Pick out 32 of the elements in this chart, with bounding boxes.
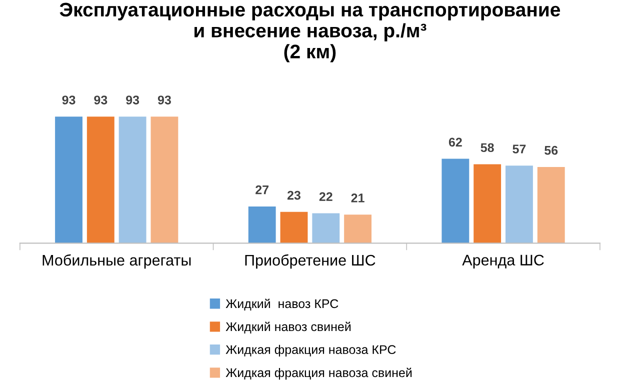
bar [150, 116, 178, 244]
data-label: 22 [319, 192, 332, 201]
bar [55, 116, 82, 244]
bar [474, 164, 502, 244]
data-label: 56 [544, 146, 558, 155]
x-tick-label: Мобильные агрегаты [42, 254, 191, 269]
bar [86, 116, 114, 244]
legend-label: Жидкая фракция навоза свиней [226, 368, 412, 380]
data-label: 58 [480, 143, 494, 152]
data-label: 62 [448, 138, 462, 147]
bar [248, 206, 276, 244]
data-label: 21 [351, 194, 364, 202]
data-label: 93 [158, 96, 171, 104]
bar [118, 116, 146, 244]
data-label: 93 [126, 96, 140, 104]
data-label: 57 [512, 144, 526, 154]
legend-label: Жидкая фракция навоза КРС [226, 344, 396, 357]
bar [537, 166, 565, 244]
bar [280, 212, 308, 244]
bar [344, 214, 372, 244]
bar [506, 166, 533, 244]
x-tick-label: Приобретение ШС [245, 254, 376, 269]
data-label: 23 [287, 190, 300, 200]
bar [442, 158, 470, 244]
data-label: 93 [62, 96, 76, 104]
legend-label: Жидкий навоз КРС [226, 298, 338, 310]
data-label: 93 [94, 96, 108, 104]
chart-title: Эксплуатационные расходы на транспортирование и внесение навоза, р./м³ (2 км) [60, 2, 560, 62]
bar [312, 213, 340, 244]
data-label: 27 [256, 185, 268, 194]
x-tick-label: Аренда ШС [462, 254, 544, 269]
legend-label: Жидкий навоз свиней [226, 322, 351, 334]
